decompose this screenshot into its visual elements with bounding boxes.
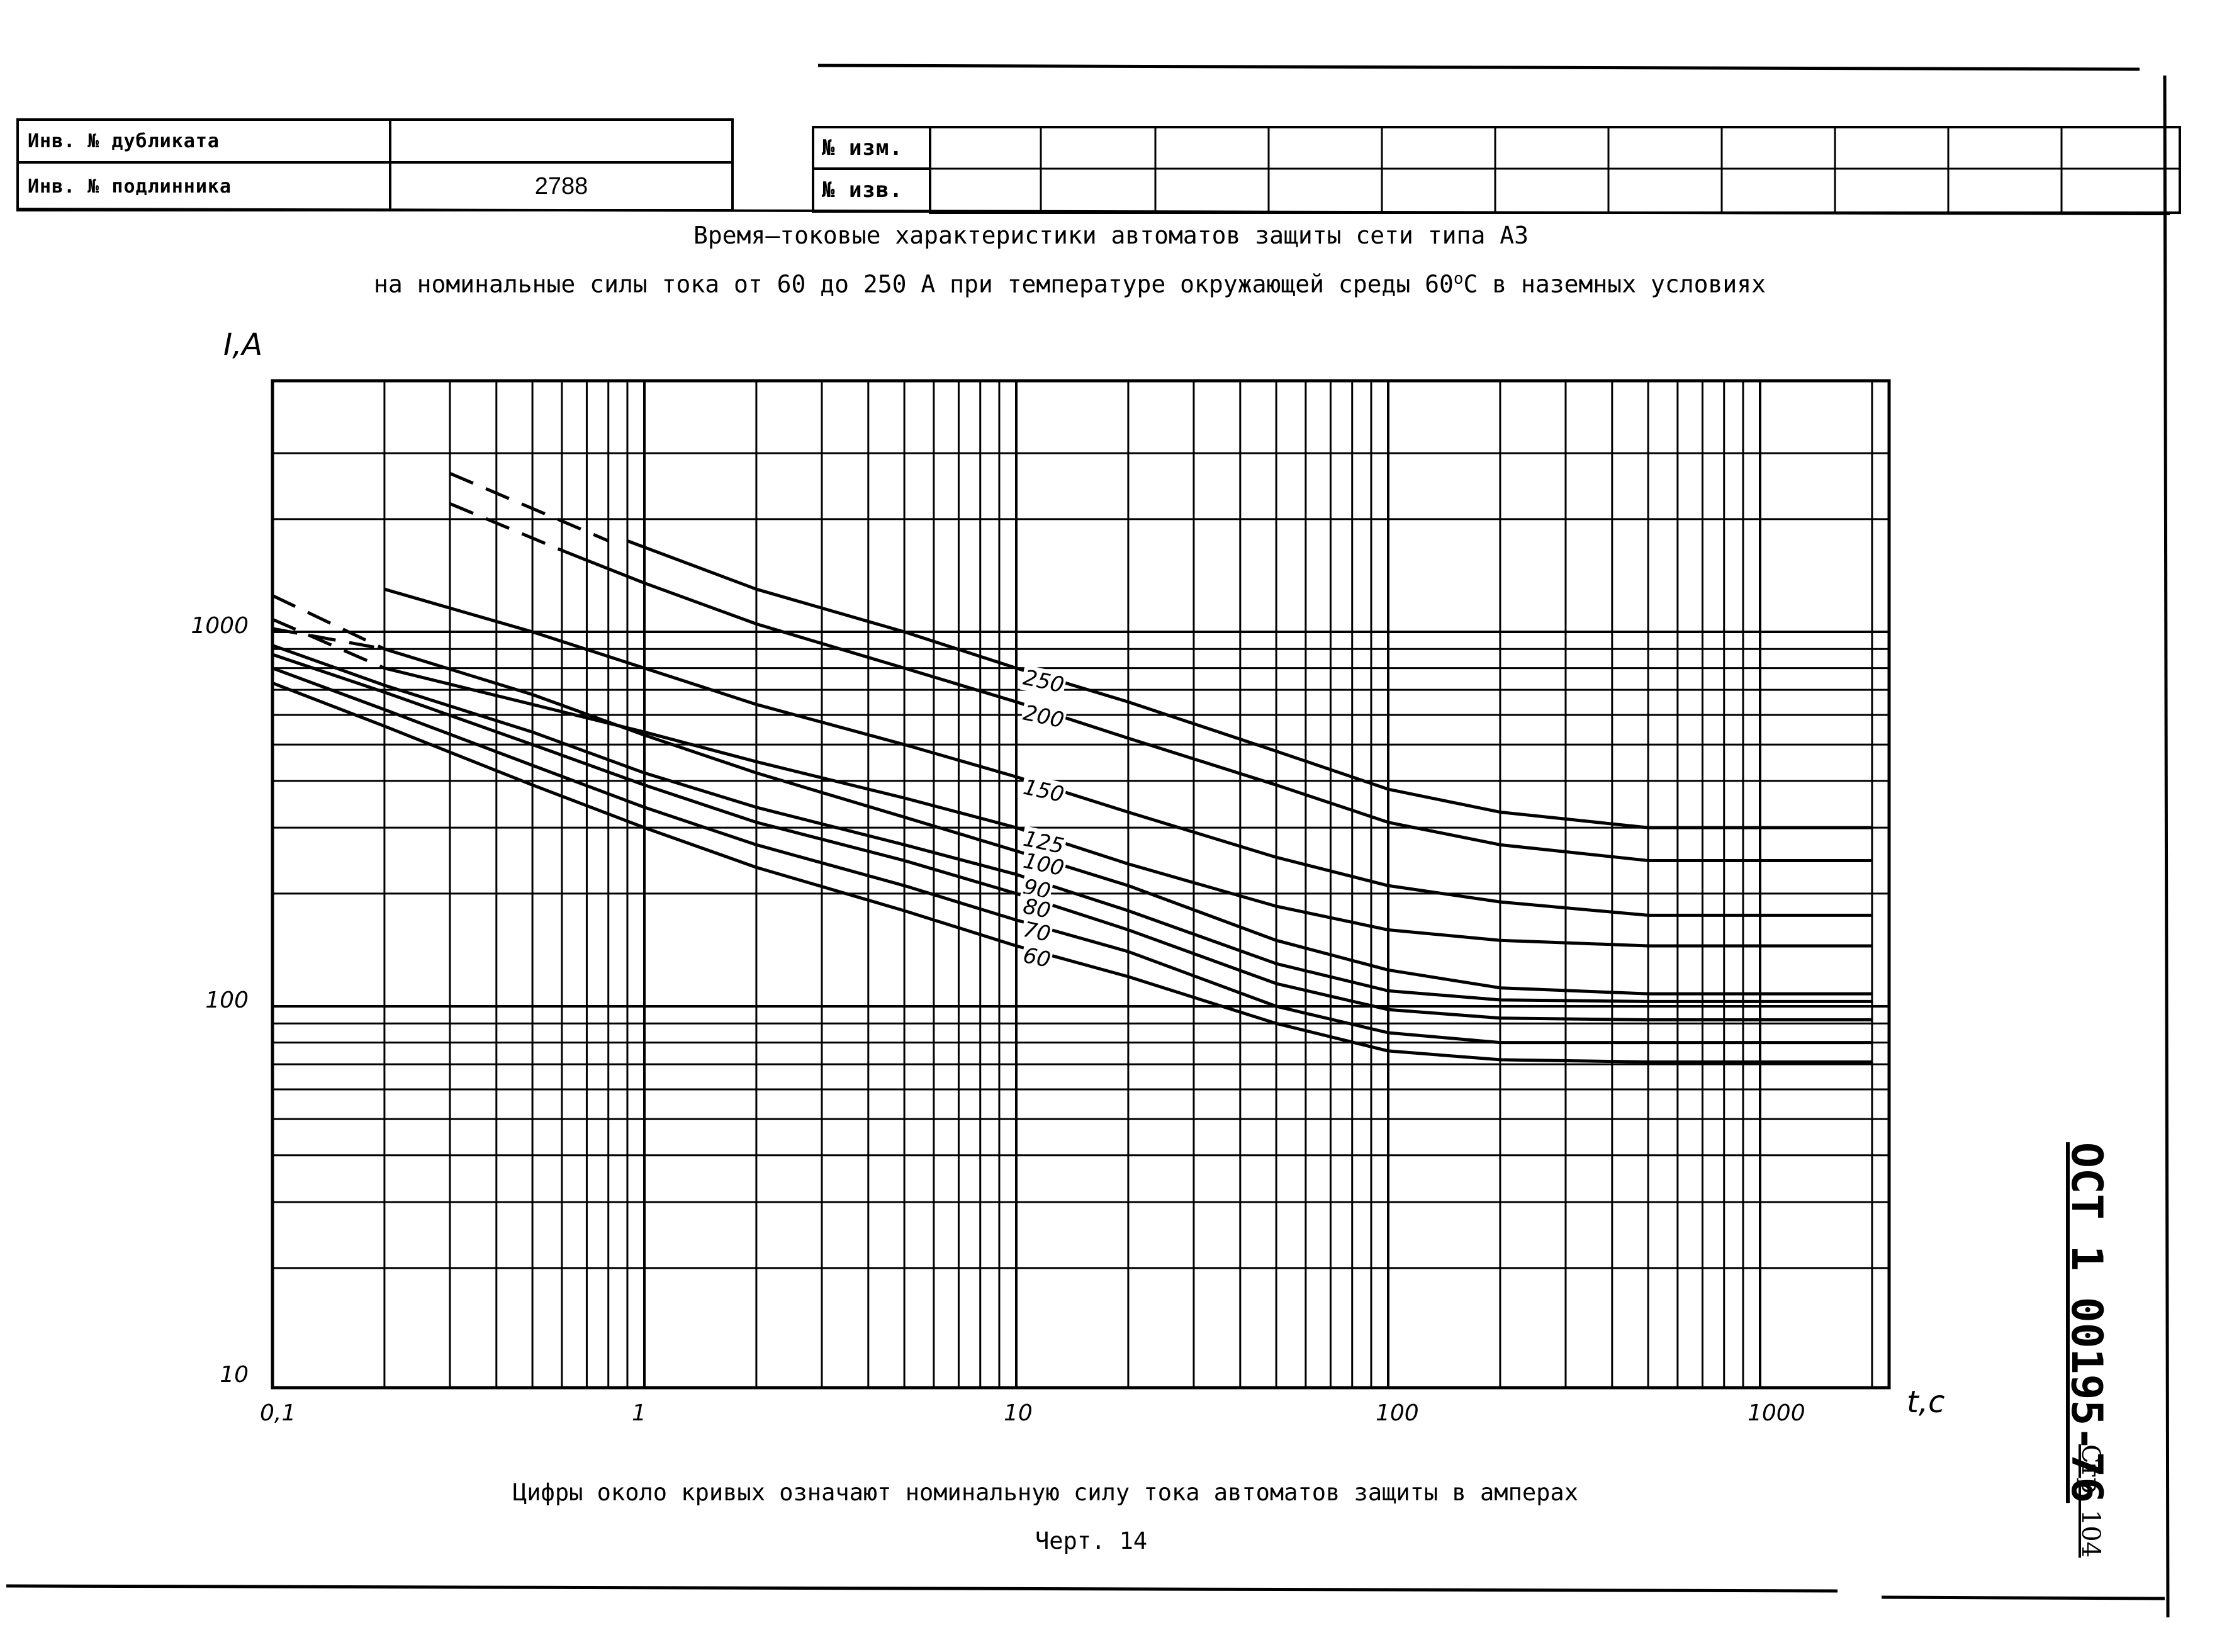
chart-subtitle: на номинальные силы тока от 60 до 250 А … xyxy=(0,269,2140,298)
series-250-dashed xyxy=(449,471,609,542)
plot-frame xyxy=(271,379,1891,1390)
chart-title: Время–токовые характеристики автоматов з… xyxy=(693,222,1529,249)
x-tick-label: 1000 xyxy=(1748,1400,1805,1426)
series-125-line xyxy=(384,666,1872,948)
y-tick-label: 100 xyxy=(205,987,249,1013)
page-number: Стр. 104 xyxy=(2076,1444,2105,1558)
series-200-dashed xyxy=(449,502,563,552)
original-inv-value: 2788 xyxy=(389,161,734,211)
x-tick-label: 10 xyxy=(1004,1400,1033,1426)
subtitle-tail: С в наземных условиях xyxy=(1463,270,1766,298)
x-tick-label: 1 xyxy=(632,1400,646,1426)
y-axis-label: I,A xyxy=(223,327,263,362)
series-90-line xyxy=(272,644,1872,1003)
x-tick-label: 100 xyxy=(1376,1400,1419,1426)
y-tick-label: 1000 xyxy=(191,613,249,639)
y-tick-label: 10 xyxy=(220,1362,249,1388)
revision-cells xyxy=(929,126,2181,214)
notice-label: № изв. xyxy=(812,167,931,213)
subtitle-main: на номинальные силы тока от 60 до 250 А … xyxy=(374,270,1454,298)
series-100-dashed xyxy=(272,627,385,651)
chart-grid xyxy=(271,381,1889,1388)
series-150-line xyxy=(384,587,1872,917)
figure-number: Черт. 14 xyxy=(1035,1527,1148,1554)
series-60-line xyxy=(272,681,1872,1064)
standard-code-block: ОСТ 1 00195-76 Стр. 104 xyxy=(2061,1142,2111,1652)
series-80-line xyxy=(272,653,1872,1022)
series-200-line xyxy=(561,549,1872,862)
x-tick-label: 0,1 xyxy=(260,1400,296,1426)
series-70-line xyxy=(272,666,1872,1045)
x-axis-label: t,c xyxy=(1907,1385,1945,1420)
curve-note: Цифры около кривых означают номинальную … xyxy=(513,1479,1578,1506)
series-100-line xyxy=(384,647,1872,996)
chart-series xyxy=(271,471,1872,1064)
series-250-line xyxy=(627,539,1872,829)
series-125-dashed xyxy=(272,617,385,670)
series-150-dashed xyxy=(271,594,385,651)
degree-sign: o xyxy=(1453,269,1464,288)
